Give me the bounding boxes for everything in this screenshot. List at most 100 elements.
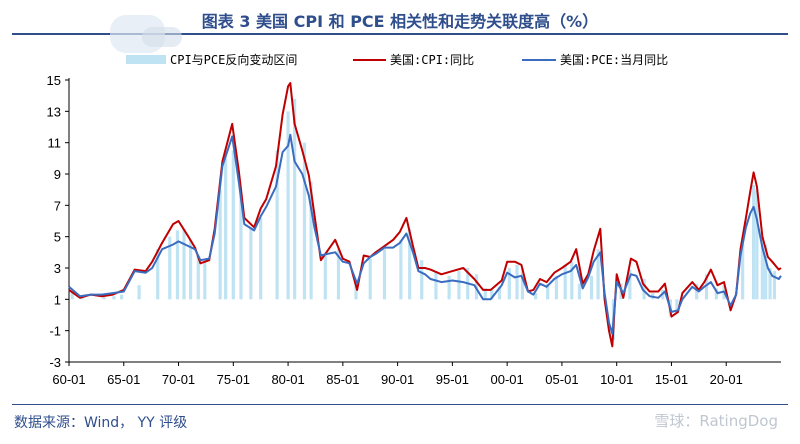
chart-title: 图表 3 美国 CPI 和 PCE 相关性和走势关联度高（%） [201,12,599,31]
x-tick-label: 10-01 [600,372,633,387]
y-tick-label: 11 [48,136,62,151]
footer-rule [12,404,788,405]
reverse-band [399,239,403,300]
x-tick-label: 90-01 [381,372,414,387]
reverse-band [323,255,327,300]
reverse-band [175,230,180,300]
reverse-band [182,228,186,300]
y-tick-label: 1 [54,292,61,307]
x-tick-label: 75-01 [217,372,250,387]
reverse-band [474,274,479,300]
reverse-band [675,299,679,314]
reverse-band [70,291,74,300]
y-tick-label: 9 [54,167,61,182]
reverse-band [752,184,756,300]
x-tick-label: 20-01 [710,372,743,387]
reverse-band [249,228,253,300]
reverse-band [239,192,243,300]
reverse-band [772,271,777,300]
reverse-band [382,249,387,300]
reverse-band [354,283,358,300]
reverse-band [563,264,567,300]
reverse-band [309,181,313,300]
reverse-band [497,286,502,300]
reverse-band [293,98,297,300]
reverse-band [259,217,263,300]
reverse-band [196,255,200,300]
reverse-band [642,278,646,300]
x-tick-label: 65-01 [107,372,140,387]
reverse-band [577,283,582,300]
reverse-band [224,158,228,300]
y-tick-label: -3 [49,355,61,370]
reverse-band [764,244,768,300]
legend-pce-label: 美国:PCE:当月同比 [560,53,668,67]
y-tick-label: 3 [54,261,61,276]
x-tick-label: 85-01 [326,372,359,387]
reverse-band [515,264,519,300]
reverse-band [156,249,160,300]
reverse-band [336,249,341,300]
legend-band-swatch [126,55,166,64]
x-tick-label: 80-01 [271,372,304,387]
reverse-band [520,268,525,300]
y-tick-label: 13 [47,104,61,119]
reverse-band [218,189,222,300]
reverse-band [203,261,207,300]
reverse-band [507,268,511,300]
reverse-band [112,296,116,300]
reverse-band [714,288,718,300]
legend-cpi-label: 美国:CPI:同比 [390,53,474,67]
reverse-band [302,142,307,300]
pce-line [68,133,782,335]
reverse-band [408,228,412,300]
reverse-band [168,236,172,300]
reverse-band [768,268,772,300]
reverse-band [554,275,559,300]
reverse-band [231,150,235,300]
reverse-band [286,111,290,300]
reverse-band [490,289,494,300]
reverse-band [546,283,550,300]
reverse-band [755,189,759,300]
reverse-band [102,296,106,300]
reverse-band [741,244,745,300]
reverse-band [119,294,124,300]
x-tick-label: 15-01 [655,372,688,387]
x-tick-label: 05-01 [545,372,578,387]
reverse-band [596,249,600,300]
series-lines [68,82,782,348]
x-tick-label: 95-01 [436,372,469,387]
x-tick-label: 60-01 [52,372,85,387]
reverse-band [188,239,193,300]
reverse-band [420,260,424,300]
watermark-text: 雪球：RatingDog [654,412,778,430]
reverse-band [434,271,438,300]
reverse-band [447,275,451,300]
reverse-band [589,275,594,300]
reverse-band [368,258,372,300]
x-tick-label: 00-01 [491,372,524,387]
reverse-band [275,150,279,300]
reverse-band [80,297,84,300]
watermark-logo-shape [142,27,182,47]
legend-band-label: CPI与PCE反向变动区间 [170,52,297,67]
reverse-band [695,283,699,300]
reverse-band [628,269,632,300]
y-tick-label: 7 [54,198,61,213]
title-rule [12,15,788,53]
cpi-line [68,82,782,348]
reverse-band [570,261,574,300]
y-tick-label: 15 [47,73,61,88]
reverse-band [534,293,538,300]
y-tick-label: 5 [54,230,61,245]
reverse-band [457,271,461,300]
reverse-band [137,285,141,300]
reverse-band [760,236,764,300]
reverse-band [704,274,709,300]
y-tick-label: -1 [49,324,61,339]
x-tick-label: 70-01 [162,372,195,387]
reverse-bands [70,98,777,341]
legend: CPI与PCE反向变动区间 美国:CPI:同比 美国:PCE:当月同比 [126,52,668,67]
